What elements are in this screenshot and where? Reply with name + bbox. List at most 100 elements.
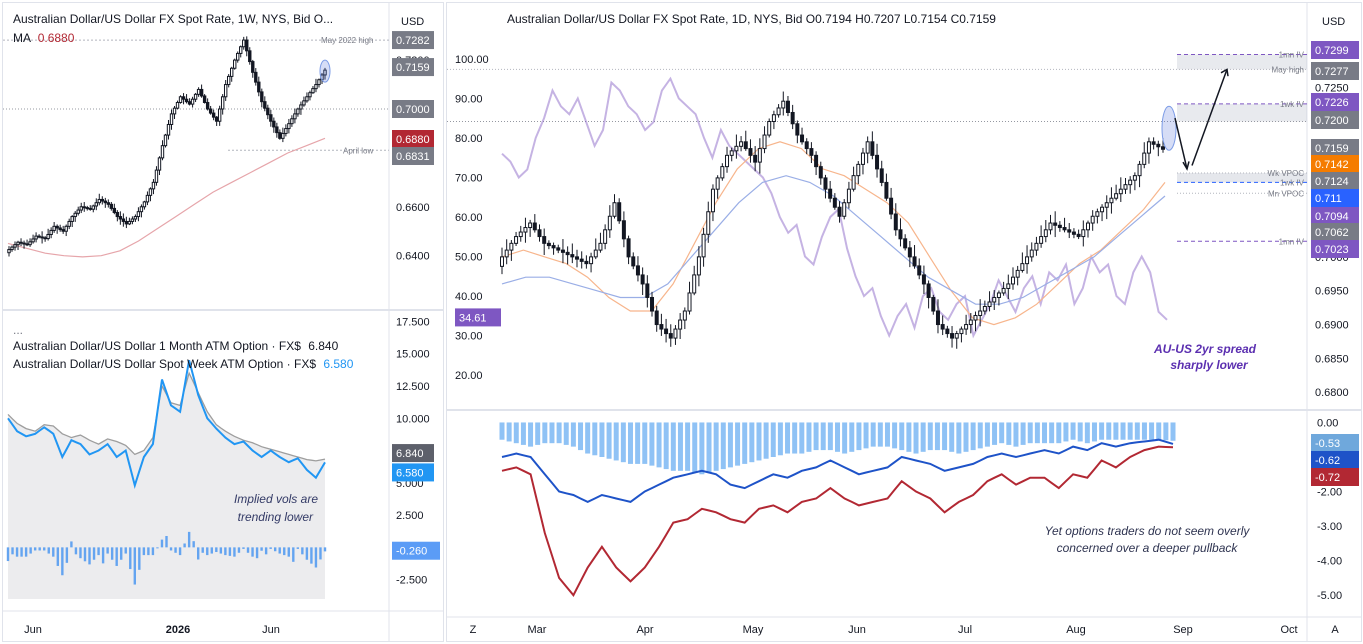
spread-bar (33, 547, 37, 551)
daily-candle (954, 333, 959, 339)
weekly-candle (67, 220, 71, 227)
daily-candle (846, 188, 851, 204)
rr-histogram-bar (777, 422, 783, 456)
level-note: Wk VPOC (1268, 169, 1305, 178)
spread-bar (251, 547, 254, 557)
daily-candle (1053, 222, 1058, 226)
rr-histogram-bar (685, 422, 691, 471)
series-1m-legend: Australian Dollar/US Dollar 1 Month ATM … (13, 339, 338, 353)
weekly-candle (160, 145, 165, 159)
price-tag-bg (1311, 93, 1359, 111)
weekly-candle (233, 59, 237, 69)
daily-candle (917, 265, 922, 276)
daily-candle (898, 229, 903, 240)
rr-histogram-bar (663, 422, 669, 470)
daily-candle (893, 213, 898, 231)
spread-bar (264, 547, 268, 555)
daily-candle (781, 100, 786, 109)
currency-label-daily[interactable]: USD (1322, 16, 1346, 28)
daily-candle (1039, 236, 1044, 244)
spread-bar (237, 547, 241, 553)
x-tick-label: 2026 (166, 624, 190, 636)
rr-histogram-bar (999, 422, 1005, 444)
weekly-candle (187, 101, 192, 105)
left-y-tick: 60.00 (455, 212, 483, 224)
daily-candle (870, 141, 875, 156)
weekly-candle (121, 218, 126, 222)
rr-histogram-bar (599, 422, 605, 457)
spread-bar (287, 547, 290, 557)
rr-histogram-bar (1034, 422, 1040, 444)
rr-histogram-bar (1163, 422, 1169, 441)
left-y-tick: 20.00 (455, 370, 483, 382)
spread-bar (92, 547, 96, 560)
rr-histogram-bar (806, 422, 812, 452)
rr-histogram-bar (613, 422, 619, 461)
daily-candle (1151, 141, 1156, 145)
daily-candle (687, 292, 692, 312)
spread-bar (187, 531, 191, 548)
daily-candle (959, 328, 964, 335)
daily-candle (500, 256, 504, 267)
weekly-candle (13, 244, 17, 248)
more-dots[interactable]: ... (13, 323, 24, 337)
series-1w-legend: Australian Dollar/US Dollar Spot Week AT… (13, 357, 353, 371)
daily-candle (504, 249, 509, 258)
rr-histogram-bar (1113, 422, 1119, 440)
x-tick-label: Oct (1280, 624, 1297, 636)
rr-histogram-bar (1120, 422, 1126, 440)
currency-label[interactable]: USD (401, 16, 425, 28)
weekly-candle (103, 200, 108, 204)
daily-candle (668, 333, 673, 339)
rr-histogram-bar (1127, 422, 1133, 440)
daily-candle (1114, 193, 1119, 199)
weekly-candle (157, 157, 162, 171)
weekly-candle (181, 96, 186, 100)
ma-label: MA (13, 31, 31, 45)
daily-candle (739, 141, 744, 147)
weekly-candle (248, 50, 252, 63)
rr-histogram-bar (913, 422, 919, 454)
weekly-candle (302, 100, 306, 106)
spread-bar (283, 547, 286, 556)
series-1w-line (7, 359, 326, 490)
weekly-candle (70, 216, 74, 222)
spread-bar (138, 547, 141, 570)
rr-histogram-bar (1070, 422, 1076, 440)
left-y-tick: 100.00 (455, 54, 489, 66)
spread-bar (110, 547, 114, 560)
daily-candle (556, 247, 561, 251)
daily-candle (860, 152, 865, 165)
weekly-candle (40, 236, 44, 239)
rr-histogram-bar (956, 422, 962, 454)
weekly-candle (211, 112, 216, 118)
weekly-candle (37, 235, 41, 238)
daily-candle (575, 256, 580, 260)
rr-histogram-bar (570, 422, 576, 447)
weekly-candle (43, 237, 47, 240)
weekly-candle (145, 194, 150, 203)
spread-bar (160, 539, 164, 548)
weekly-candle (254, 71, 258, 83)
rr-histogram-bar (506, 422, 512, 442)
weekly-candle (124, 220, 129, 225)
annotation-line-1: Implied vols are (234, 492, 318, 506)
daily-candle (1109, 197, 1114, 204)
weekly-candle (184, 98, 189, 103)
daily-candle (978, 310, 983, 317)
rr-histogram-bar (842, 422, 848, 454)
ma-line (7, 137, 326, 258)
ma-fast-line (501, 141, 1166, 326)
rr-histogram-bar (1042, 422, 1048, 444)
daily-candle (514, 236, 519, 244)
daily-candle (884, 181, 889, 199)
spread-bar (278, 547, 281, 554)
daily-candle (842, 202, 847, 217)
series-1m-value: 6.840 (308, 339, 339, 353)
spread-bar (305, 547, 309, 560)
daily-candle (589, 256, 594, 265)
daily-candle (1085, 222, 1090, 231)
weekly-candle (178, 96, 183, 103)
series-1m-label: Australian Dollar/US Dollar 1 Month ATM … (13, 339, 301, 353)
spread-bar (233, 547, 236, 557)
